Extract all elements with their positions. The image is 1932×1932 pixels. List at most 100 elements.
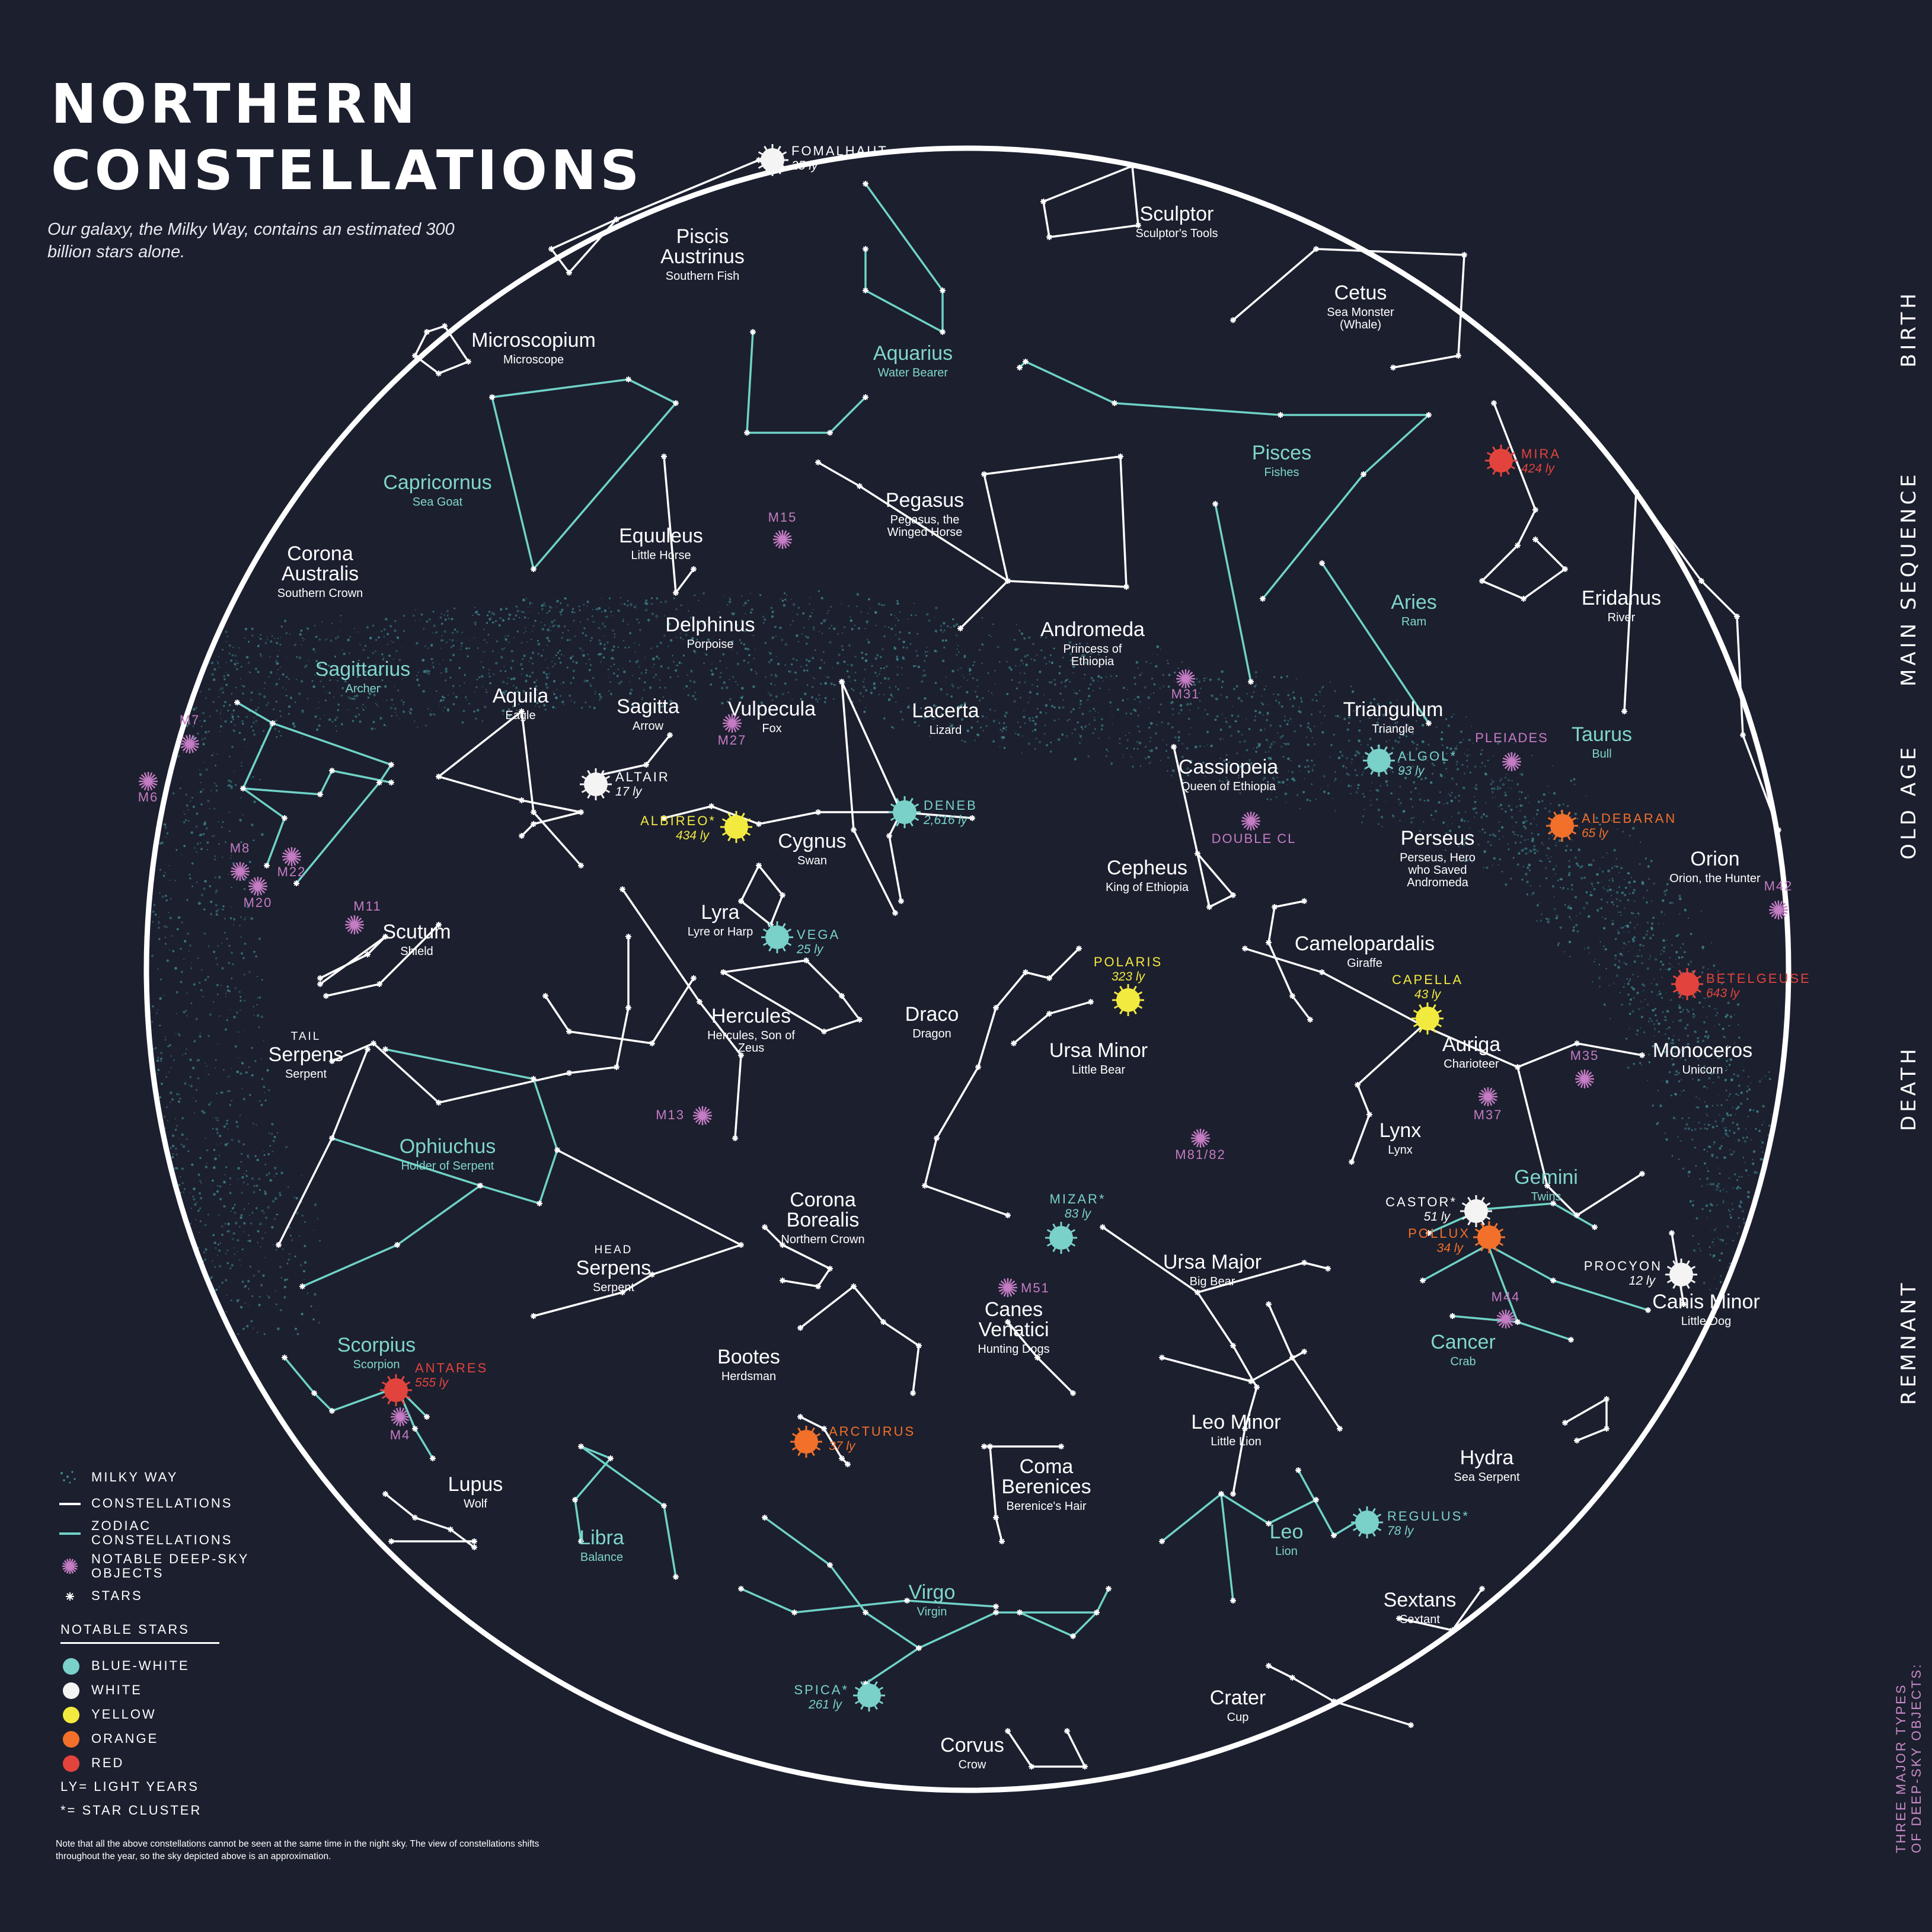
milky-way-speck — [1477, 844, 1480, 845]
milky-way-speck — [1412, 806, 1414, 808]
milky-way-speck — [1479, 831, 1481, 833]
milky-way-speck — [1820, 1309, 1821, 1310]
milky-way-speck — [1080, 735, 1082, 737]
milky-way-speck — [1646, 889, 1649, 892]
milky-way-speck — [1294, 698, 1296, 700]
milky-way-speck — [865, 653, 867, 656]
milky-way-speck — [1385, 801, 1387, 802]
milky-way-speck — [140, 1070, 141, 1071]
milky-way-speck — [1150, 694, 1152, 695]
milky-way-speck — [1761, 1078, 1762, 1080]
milky-way-speck — [241, 1192, 243, 1194]
milky-way-speck — [1179, 704, 1183, 707]
milky-way-speck — [532, 662, 534, 665]
milky-way-speck — [1822, 1338, 1825, 1340]
milky-way-speck — [1637, 912, 1640, 915]
milky-way-speck — [112, 886, 114, 889]
milky-way-speck — [563, 625, 566, 628]
milky-way-speck — [598, 693, 601, 696]
milky-way-speck — [819, 682, 822, 685]
milky-way-speck — [952, 685, 954, 688]
milky-way-speck — [1336, 715, 1339, 717]
milky-way-speck — [241, 1153, 242, 1155]
milky-way-speck — [1826, 1382, 1827, 1383]
milky-way-speck — [231, 745, 234, 749]
milky-way-speck — [1649, 1017, 1652, 1020]
milky-way-speck — [1736, 1123, 1739, 1126]
milky-way-speck — [217, 1144, 219, 1146]
milky-way-speck — [992, 695, 994, 697]
milky-way-speck — [1575, 896, 1577, 899]
milky-way-speck — [781, 638, 784, 641]
milky-way-speck — [608, 690, 610, 692]
milky-way-speck — [167, 1119, 169, 1121]
milky-way-speck — [1631, 826, 1635, 830]
milky-way-speck — [1090, 683, 1092, 686]
milky-way-speck — [303, 640, 304, 641]
milky-way-speck — [183, 751, 184, 753]
milky-way-speck — [1202, 761, 1205, 764]
milky-way-speck — [677, 706, 679, 708]
milky-way-speck — [280, 715, 282, 717]
milky-way-speck — [235, 686, 237, 688]
milky-way-speck — [1057, 738, 1061, 741]
milky-way-speck — [610, 611, 612, 613]
milky-way-speck — [454, 628, 456, 631]
milky-way-speck — [972, 664, 975, 666]
milky-way-speck — [1243, 755, 1244, 756]
milky-way-speck — [1553, 908, 1556, 911]
milky-way-speck — [1717, 1057, 1720, 1059]
milky-way-speck — [870, 689, 872, 691]
milky-way-speck — [1144, 686, 1147, 689]
milky-way-speck — [981, 715, 984, 718]
milky-way-speck — [1225, 777, 1227, 778]
milky-way-speck — [1748, 1132, 1749, 1134]
milky-way-speck — [438, 705, 440, 706]
milky-way-speck — [1387, 784, 1388, 787]
milky-way-speck — [1782, 1390, 1784, 1392]
milky-way-speck — [1473, 807, 1475, 810]
milky-way-speck — [254, 668, 257, 670]
milky-way-speck — [285, 689, 287, 691]
milky-way-speck — [1568, 866, 1571, 868]
milky-way-speck — [199, 1033, 201, 1034]
milky-way-speck — [488, 618, 491, 621]
milky-way-speck — [865, 707, 867, 708]
milky-way-speck — [163, 994, 165, 996]
milky-way-speck — [1153, 683, 1156, 686]
milky-way-speck — [206, 841, 209, 844]
milky-way-speck — [212, 1179, 214, 1182]
milky-way-speck — [143, 1091, 145, 1093]
milky-way-speck — [961, 739, 963, 742]
milky-way-speck — [1110, 675, 1112, 677]
milky-way-speck — [1760, 1276, 1762, 1278]
milky-way-speck — [1637, 975, 1639, 978]
milky-way-speck — [1623, 927, 1624, 928]
milky-way-speck — [1301, 700, 1303, 703]
milky-way-speck — [659, 679, 660, 681]
milky-way-speck — [1706, 1128, 1709, 1130]
milky-way-speck — [1726, 1114, 1729, 1117]
milky-way-speck — [285, 657, 287, 658]
milky-way-speck — [405, 677, 407, 679]
milky-way-speck — [229, 756, 231, 758]
milky-way-speck — [1452, 856, 1454, 858]
milky-way-speck — [1596, 881, 1599, 884]
milky-way-speck — [1013, 638, 1016, 641]
milky-way-speck — [1738, 1024, 1739, 1026]
milky-way-speck — [1155, 665, 1158, 668]
milky-way-speck — [1822, 1260, 1823, 1262]
milky-way-speck — [1588, 952, 1591, 954]
milky-way-speck — [151, 1160, 153, 1161]
milky-way-speck — [1080, 700, 1082, 702]
milky-way-speck — [465, 647, 468, 650]
milky-way-speck — [386, 700, 388, 701]
milky-way-speck — [583, 603, 585, 606]
milky-way-speck — [1442, 821, 1445, 824]
milky-way-speck — [823, 662, 825, 664]
milky-way-speck — [334, 718, 337, 721]
milky-way-speck — [662, 696, 664, 698]
milky-way-speck — [879, 673, 880, 675]
milky-way-speck — [173, 1329, 175, 1332]
milky-way-speck — [388, 654, 391, 657]
